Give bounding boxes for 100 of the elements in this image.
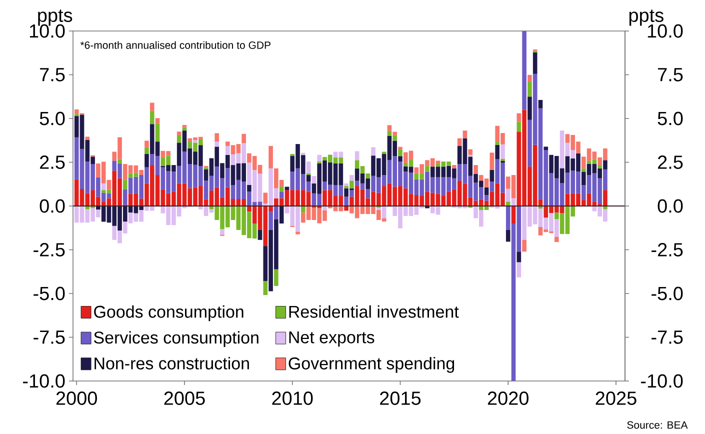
- bar: [274, 269, 278, 286]
- bar: [350, 190, 354, 197]
- bar: [279, 186, 284, 192]
- source-note: Source: BEA: [627, 421, 688, 429]
- bar: [425, 166, 430, 172]
- bar: [516, 262, 522, 278]
- y-tick-label: 2.5: [40, 156, 65, 169]
- y2-tick-label: -10.0: [641, 374, 683, 388]
- annotation: *6-month annualised contribution to GDP: [80, 41, 270, 49]
- bar: [344, 183, 348, 186]
- y-tick-label: 7.5: [40, 68, 65, 82]
- bar: [511, 206, 516, 224]
- bar: [242, 134, 246, 144]
- bar: [150, 102, 154, 111]
- bar: [528, 96, 532, 120]
- y2-tick-label: -2.5: [652, 243, 683, 256]
- bar: [247, 184, 252, 192]
- bar: [490, 152, 494, 170]
- bar: [85, 136, 90, 140]
- y2-tick-label: 5.0: [658, 112, 683, 126]
- y2-tick-label: -7.5: [652, 330, 683, 344]
- bar: [506, 230, 510, 242]
- bar: [598, 165, 602, 168]
- bar: [382, 152, 386, 154]
- bar: [398, 156, 402, 162]
- x-tick-label: 2025: [596, 392, 636, 405]
- bar: [516, 122, 522, 132]
- bar: [176, 132, 182, 135]
- bar: [516, 113, 522, 122]
- bar: [214, 142, 220, 147]
- bar: [144, 147, 149, 154]
- bar: [371, 147, 376, 156]
- bar: [306, 175, 311, 182]
- bar: [484, 187, 489, 196]
- bar: [220, 229, 224, 235]
- bar: [344, 196, 348, 206]
- bar: [528, 82, 532, 97]
- bar: [392, 132, 398, 136]
- y2-axis-title: ppts: [629, 10, 664, 26]
- bar: [554, 236, 559, 242]
- x-tick-label: 2015: [380, 392, 421, 405]
- bar: [101, 183, 106, 190]
- bar: [144, 140, 149, 148]
- bar: [144, 154, 149, 168]
- y-tick-label: -10.0: [23, 374, 65, 388]
- legend-label: Goods consumption: [94, 305, 244, 322]
- bar: [462, 130, 468, 138]
- legend-label: Government spending: [288, 356, 454, 373]
- bar: [296, 232, 300, 234]
- bar: [312, 176, 316, 184]
- y-tick-label: -2.5: [34, 243, 65, 256]
- bar: [452, 165, 456, 168]
- y-axis-title: ppts: [38, 10, 72, 26]
- bar: [214, 133, 220, 142]
- y-tick-label: -7.5: [34, 330, 65, 344]
- bar: [500, 144, 505, 159]
- legend-label: Non-res construction: [94, 356, 249, 370]
- bar: [544, 146, 548, 150]
- bar: [279, 192, 284, 198]
- y-tick-label: 0.0: [40, 199, 65, 213]
- bar: [118, 159, 122, 164]
- x-tick-label: 2000: [56, 392, 97, 405]
- bar: [490, 170, 494, 182]
- y-tick-label: 5.0: [40, 112, 65, 126]
- bar: [468, 149, 473, 155]
- y2-tick-label: -5.0: [652, 286, 683, 300]
- bar: [268, 146, 273, 168]
- y2-tick-label: 10.0: [648, 24, 683, 38]
- bar: [522, 30, 526, 110]
- bar: [263, 281, 268, 296]
- bar: [306, 162, 311, 174]
- bar: [366, 173, 370, 179]
- bar: [284, 186, 290, 190]
- bar: [263, 192, 268, 204]
- bar: [122, 180, 128, 190]
- bar: [528, 74, 532, 82]
- bar: [516, 252, 522, 262]
- bar: [495, 144, 500, 160]
- bar: [500, 158, 505, 162]
- bar: [155, 118, 160, 124]
- legend-label: Residential investment: [289, 305, 459, 318]
- bar: [317, 154, 322, 162]
- bar: [398, 149, 402, 156]
- x-tick-label: 2020: [488, 392, 528, 405]
- bar: [474, 165, 478, 174]
- bar: [398, 146, 402, 150]
- bar: [495, 142, 500, 145]
- bar: [457, 138, 462, 146]
- bar: [258, 230, 262, 240]
- bar: [300, 152, 306, 156]
- bar: [182, 127, 187, 131]
- bar: [354, 151, 360, 160]
- bar: [581, 168, 586, 172]
- bar: [193, 140, 198, 143]
- y2-tick-label: 2.5: [658, 156, 683, 169]
- bar: [532, 52, 538, 74]
- x-tick-label: 2010: [272, 392, 313, 405]
- bar: [387, 125, 392, 131]
- bar: [538, 100, 543, 108]
- bar: [522, 240, 526, 252]
